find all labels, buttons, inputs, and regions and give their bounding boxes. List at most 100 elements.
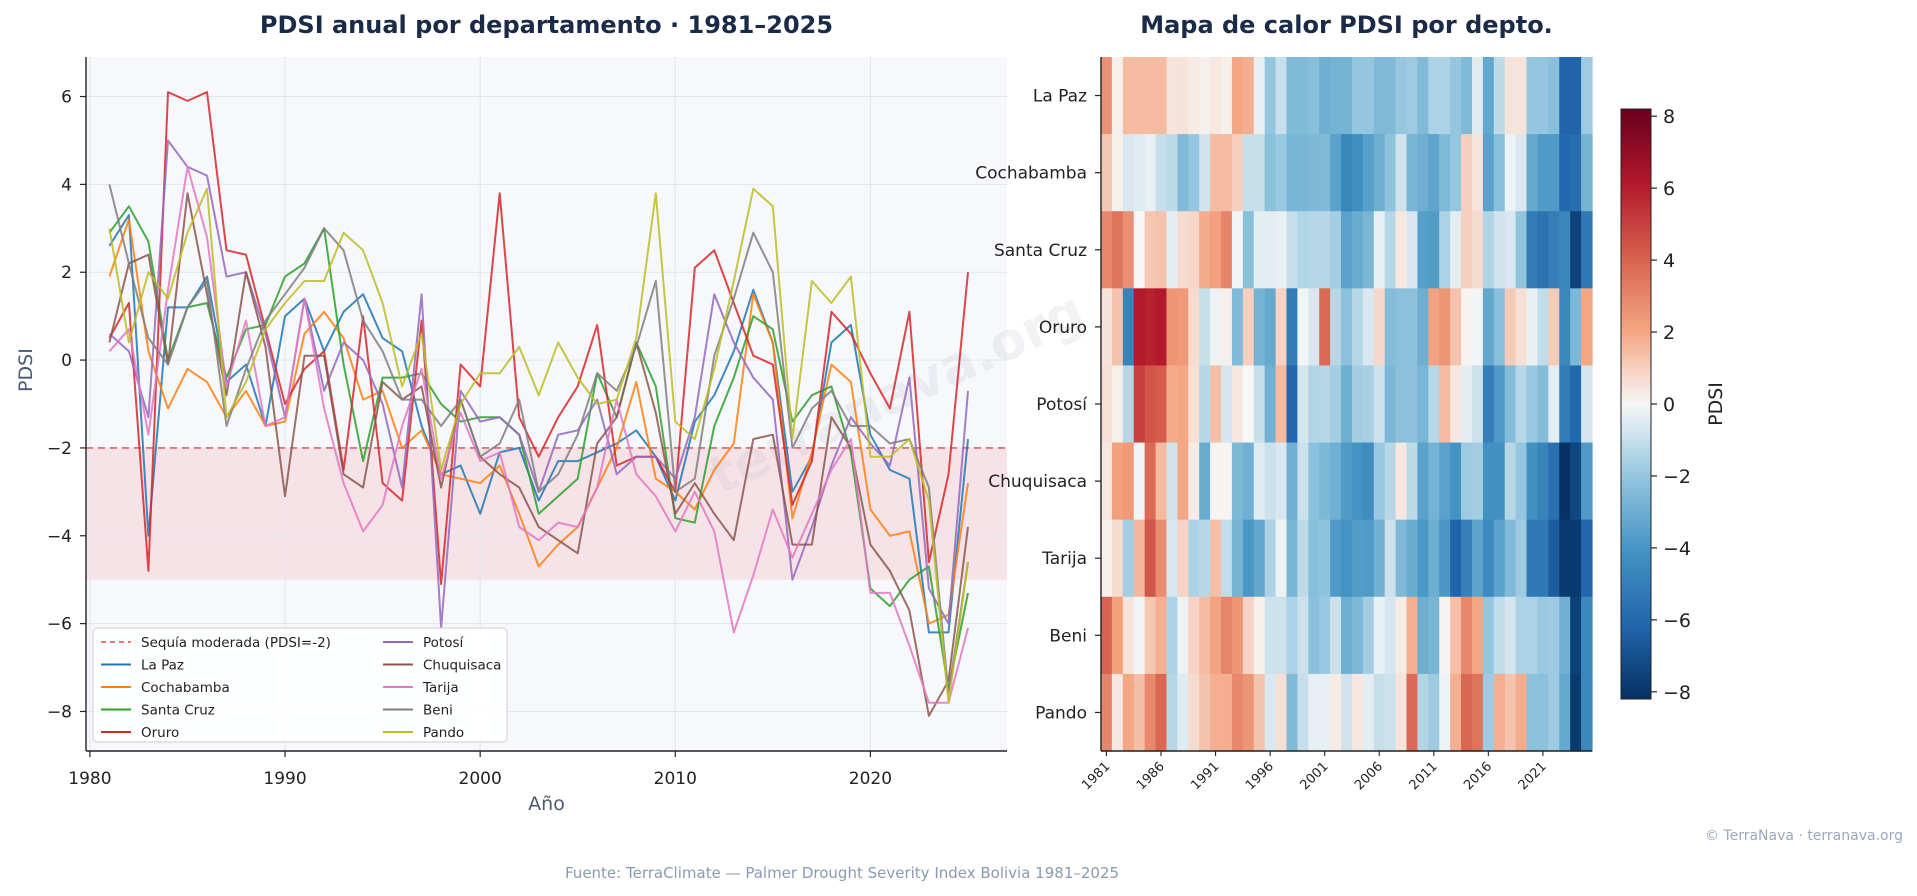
- heatmap-cell: [1144, 442, 1157, 521]
- heatmap-cell: [1166, 57, 1178, 135]
- heatmap-cell: [1253, 134, 1266, 212]
- heatmap-cell: [1559, 211, 1571, 289]
- heatmap-cell: [1308, 211, 1320, 289]
- heatmap-cell: [1515, 596, 1528, 675]
- heatmap-cell: [1242, 519, 1255, 598]
- heatmap-cell: [1155, 596, 1168, 675]
- heatmap-cell: [1493, 134, 1506, 212]
- heatmap-cell: [1297, 596, 1309, 675]
- heatmap-cell: [1384, 365, 1397, 444]
- heatmap-cell: [1308, 288, 1320, 367]
- heatmap-cell: [1308, 519, 1320, 598]
- heatmap-cell: [1253, 673, 1266, 752]
- heatmap-cell: [1482, 134, 1495, 212]
- heatmap-cell: [1351, 288, 1364, 367]
- heatmap-cell: [1177, 442, 1189, 521]
- heatmap-cell: [1504, 519, 1517, 598]
- heatmap-cell: [1417, 134, 1429, 212]
- heatmap-cell: [1417, 365, 1429, 444]
- heatmap-cell: [1177, 673, 1189, 752]
- heatmap-cell: [1504, 365, 1517, 444]
- heatmap-cell: [1221, 134, 1233, 212]
- heatmap-cell: [1482, 442, 1495, 521]
- heatmap-cell: [1548, 57, 1560, 135]
- heatmap-cell: [1210, 442, 1222, 521]
- heatmap-cell: [1155, 442, 1168, 521]
- heatmap-cell: [1253, 211, 1266, 289]
- heatmap-cell: [1166, 134, 1178, 212]
- colorbar-tick-label: −6: [1663, 610, 1691, 632]
- heatmap-cell: [1111, 673, 1124, 752]
- heatmap-cell: [1406, 442, 1419, 521]
- heatmap-cell: [1319, 673, 1331, 752]
- heatmap-cell: [1461, 57, 1473, 135]
- heatmap-cell: [1319, 442, 1331, 521]
- heatmap-cell: [1537, 596, 1549, 675]
- heatmap-cell: [1210, 134, 1222, 212]
- heatmap-cell: [1384, 596, 1397, 675]
- series-line-1: [108, 218, 969, 625]
- heatmap-cell: [1351, 519, 1364, 598]
- heatmap-cell: [1548, 596, 1560, 675]
- heatmap-cell: [1395, 596, 1408, 675]
- heatmap-cell: [1319, 596, 1331, 675]
- heatmap-cell: [1188, 596, 1200, 675]
- heatmap-cell: [1330, 673, 1342, 752]
- heatmap-cell: [1166, 673, 1178, 752]
- heatmap-cell: [1297, 673, 1309, 752]
- heatmap-cell: [1275, 596, 1288, 675]
- heatmap-cell: [1526, 519, 1539, 598]
- heatmap-cell: [1199, 596, 1211, 675]
- heatmap-cell: [1537, 673, 1549, 752]
- x-tick-label: 2010: [654, 769, 697, 789]
- heatmap-cell: [1221, 365, 1233, 444]
- heatmap-cell: [1482, 211, 1495, 289]
- heatmap-cell: [1231, 365, 1244, 444]
- heatmap-cell: [1450, 596, 1462, 675]
- heatmap-cell: [1428, 365, 1440, 444]
- heatmap-cell: [1242, 134, 1255, 212]
- heatmap-cell: [1210, 673, 1222, 752]
- heatmap-cell: [1504, 442, 1517, 521]
- heatmap-cell: [1101, 596, 1113, 675]
- heatmap-cell: [1111, 442, 1124, 521]
- heatmap-cell: [1471, 288, 1484, 367]
- heatmap-col-label: 2001: [1297, 759, 1331, 793]
- heatmap-cell: [1133, 211, 1146, 289]
- heatmap-cell: [1221, 57, 1233, 135]
- heatmap-cell: [1428, 596, 1440, 675]
- heatmap-cell: [1461, 134, 1473, 212]
- chart-title: PDSI anual por departamento · 1981–2025: [260, 11, 833, 39]
- heatmap-cell: [1461, 211, 1473, 289]
- heatmap-cell: [1166, 596, 1178, 675]
- heatmap-cell: [1101, 442, 1113, 521]
- heatmap-cell: [1297, 57, 1309, 135]
- heatmap-cell: [1384, 211, 1397, 289]
- heatmap-cell: [1210, 211, 1222, 289]
- heatmap-cell: [1439, 365, 1451, 444]
- heatmap-cell: [1264, 365, 1277, 444]
- heatmap-cell: [1439, 57, 1451, 135]
- heatmap-cell: [1199, 57, 1211, 135]
- heatmap-cell: [1537, 134, 1549, 212]
- heatmap-cell: [1177, 519, 1189, 598]
- heatmap-cell: [1504, 288, 1517, 367]
- heatmap-cell: [1406, 365, 1419, 444]
- heatmap-cell: [1231, 57, 1244, 135]
- heatmap-cell: [1493, 519, 1506, 598]
- heatmap-cell: [1351, 365, 1364, 444]
- heatmap-cell: [1461, 365, 1473, 444]
- heatmap-col-label: 2006: [1352, 759, 1386, 793]
- x-tick-label: 2020: [849, 769, 892, 789]
- heatmap-cell: [1341, 673, 1353, 752]
- heatmap-title: Mapa de calor PDSI por depto.: [1140, 11, 1553, 39]
- heatmap-cell: [1101, 211, 1113, 289]
- heatmap-cell: [1155, 673, 1168, 752]
- heatmap-cell: [1428, 519, 1440, 598]
- y-tick-label: −4: [47, 527, 72, 547]
- heatmap-cell: [1515, 442, 1528, 521]
- heatmap-cell: [1144, 134, 1157, 212]
- y-tick-label: 0: [61, 351, 72, 371]
- heatmap-cell: [1581, 442, 1593, 521]
- heatmap-row-label: Chuquisaca: [988, 472, 1087, 492]
